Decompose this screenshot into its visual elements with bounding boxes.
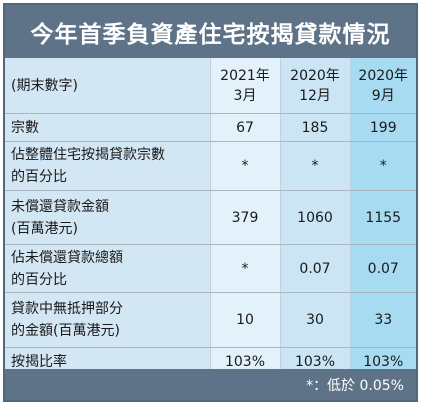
- data-table: (期末數字) 2021年 3月 2020年 12月 2020年 9月 宗數 67…: [5, 58, 416, 376]
- footnote-bar: *：低於 0.05%: [5, 369, 416, 400]
- cell-value: 30: [279, 292, 350, 348]
- header-row: (期末數字) 2021年 3月 2020年 12月 2020年 9月: [5, 58, 416, 114]
- row-label-line: 的金額(百萬港元): [11, 323, 120, 339]
- cell-value: 199: [349, 113, 416, 142]
- column-year: 2021年: [220, 67, 270, 84]
- column-header: 2020年 12月: [279, 58, 350, 114]
- row-label-line: (百萬港元): [11, 220, 78, 237]
- column-header: 2021年 3月: [209, 58, 280, 114]
- row-label: 佔未償還貸款總額 的百分比: [5, 244, 210, 293]
- row-label: 佔整體住宅按揭貸款宗數 的百分比: [5, 141, 210, 191]
- cell-value: *: [209, 141, 280, 191]
- header-label: (期末數字): [5, 58, 210, 114]
- cell-value: 0.07: [349, 244, 416, 293]
- row-label-line: 貸款中無抵押部分: [11, 301, 123, 317]
- column-header: 2020年 9月: [349, 58, 416, 114]
- footnote: *：低於 0.05%: [306, 377, 404, 394]
- row-label-line: 佔整體住宅按揭貸款宗數: [11, 147, 165, 163]
- column-year: 2020年: [358, 67, 409, 84]
- cell-value: 67: [209, 113, 280, 142]
- table-card: 今年首季負資產住宅按揭貸款情況 (期末數字) 2021年 3月 2020年 12…: [3, 3, 418, 402]
- cell-value: 10: [209, 292, 280, 348]
- cell-value: *: [279, 141, 350, 191]
- column-year: 2020年: [290, 67, 340, 84]
- cell-value: *: [209, 244, 280, 293]
- cell-value: 185: [279, 113, 350, 142]
- row-label: 宗數: [5, 113, 210, 142]
- cell-value: 33: [349, 292, 416, 348]
- column-month: 9月: [371, 87, 395, 104]
- table-title: 今年首季負資產住宅按揭貸款情況: [5, 5, 416, 58]
- table-row: 未償還貸款金額 (百萬港元) 379 1060 1155: [5, 190, 416, 245]
- row-label-line: 佔未償還貸款總額: [11, 249, 123, 266]
- row-label: 未償還貸款金額 (百萬港元): [5, 190, 210, 245]
- row-label: 貸款中無抵押部分 的金額(百萬港元): [5, 292, 210, 348]
- cell-value: *: [349, 141, 416, 191]
- row-label-line: 宗數: [11, 119, 39, 136]
- cell-value: 1155: [349, 190, 416, 245]
- table-row: 佔整體住宅按揭貸款宗數 的百分比 * * *: [5, 141, 416, 191]
- cell-value: 379: [209, 190, 280, 245]
- column-month: 12月: [299, 87, 331, 104]
- table-row: 貸款中無抵押部分 的金額(百萬港元) 10 30 33: [5, 292, 416, 348]
- row-label-line: 未償還貸款金額: [11, 198, 109, 215]
- row-label-line: 的百分比: [11, 169, 67, 185]
- row-label-line: 按揭比率: [11, 353, 67, 370]
- table-row: 佔未償還貸款總額 的百分比 * 0.07 0.07: [5, 244, 416, 293]
- table-row: 宗數 67 185 199: [5, 113, 416, 142]
- row-label-line: 的百分比: [11, 271, 67, 288]
- cell-value: 1060: [279, 190, 350, 245]
- cell-value: 0.07: [279, 244, 350, 293]
- column-month: 3月: [233, 87, 257, 104]
